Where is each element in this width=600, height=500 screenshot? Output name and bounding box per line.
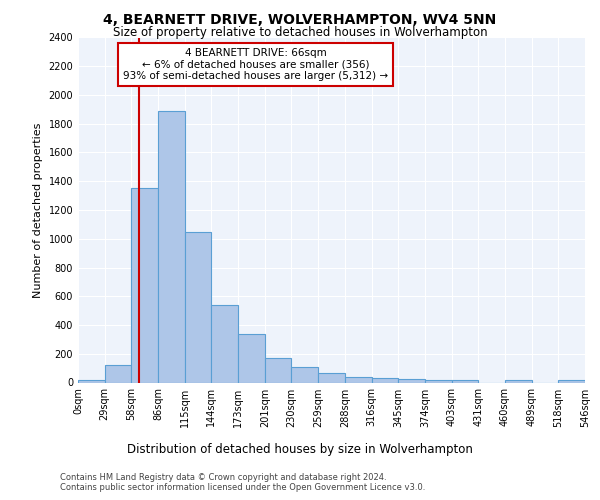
Text: Size of property relative to detached houses in Wolverhampton: Size of property relative to detached ho… [113, 26, 487, 39]
Bar [265, 358, 292, 382]
Bar [238, 334, 265, 382]
Bar [425, 380, 452, 382]
Bar [371, 378, 398, 382]
Text: Distribution of detached houses by size in Wolverhampton: Distribution of detached houses by size … [127, 442, 473, 456]
Text: 4 BEARNETT DRIVE: 66sqm
← 6% of detached houses are smaller (356)
93% of semi-de: 4 BEARNETT DRIVE: 66sqm ← 6% of detached… [123, 48, 388, 81]
Bar [185, 232, 211, 382]
Text: Contains public sector information licensed under the Open Government Licence v3: Contains public sector information licen… [60, 482, 425, 492]
Bar [104, 364, 131, 382]
Bar [505, 380, 532, 382]
Text: 4, BEARNETT DRIVE, WOLVERHAMPTON, WV4 5NN: 4, BEARNETT DRIVE, WOLVERHAMPTON, WV4 5N… [103, 12, 497, 26]
Bar [158, 111, 185, 382]
Bar [398, 379, 425, 382]
Bar [78, 380, 104, 382]
Bar [211, 305, 238, 382]
Bar [559, 380, 585, 382]
Text: Contains HM Land Registry data © Crown copyright and database right 2024.: Contains HM Land Registry data © Crown c… [60, 472, 386, 482]
Bar [452, 380, 478, 382]
Bar [131, 188, 158, 382]
Bar [318, 373, 345, 382]
Bar [345, 377, 371, 382]
Y-axis label: Number of detached properties: Number of detached properties [33, 122, 43, 298]
Bar [292, 366, 318, 382]
